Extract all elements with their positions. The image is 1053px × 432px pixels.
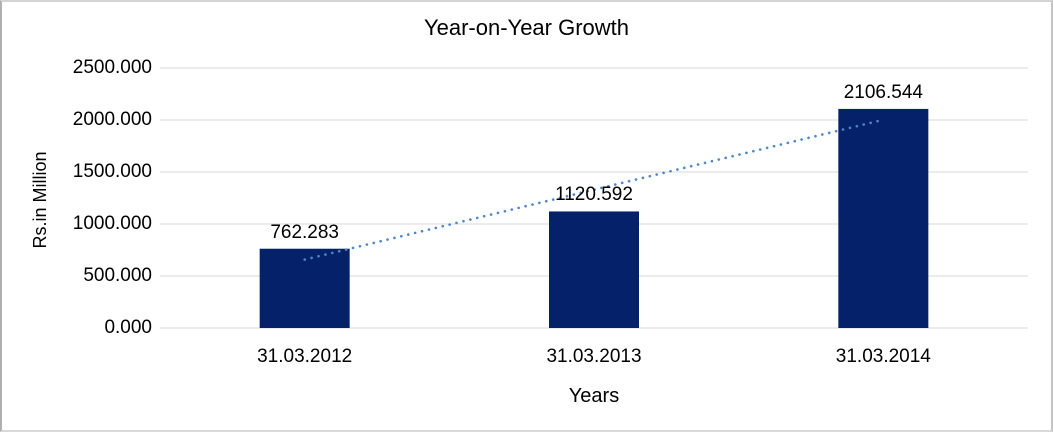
bar [549, 211, 639, 328]
x-tick-label: 31.03.2013 [546, 346, 642, 367]
bar-data-label: 2106.544 [843, 81, 923, 103]
x-tick-label: 31.03.2014 [835, 346, 931, 367]
trendline [303, 118, 885, 261]
bar-data-label: 1120.592 [555, 184, 633, 206]
y-tick-label: 2500.000 [72, 57, 152, 78]
y-tick-label: 500.000 [83, 265, 152, 286]
bar [838, 108, 929, 328]
chart-title: Year-on-Year Growth [423, 15, 630, 40]
bar [259, 248, 350, 328]
y-tick-label: 0.000 [104, 317, 152, 338]
y-tick-label: 1000.000 [72, 213, 152, 234]
x-tick-label: 31.03.2012 [257, 346, 353, 367]
y-axis-title: Rs.in Million [30, 151, 50, 249]
y-tick-label: 1500.000 [72, 161, 152, 182]
x-axis-title: Years [568, 385, 620, 407]
y-tick-label: 2000.000 [72, 109, 152, 130]
bar-data-label: 762.283 [270, 221, 339, 243]
